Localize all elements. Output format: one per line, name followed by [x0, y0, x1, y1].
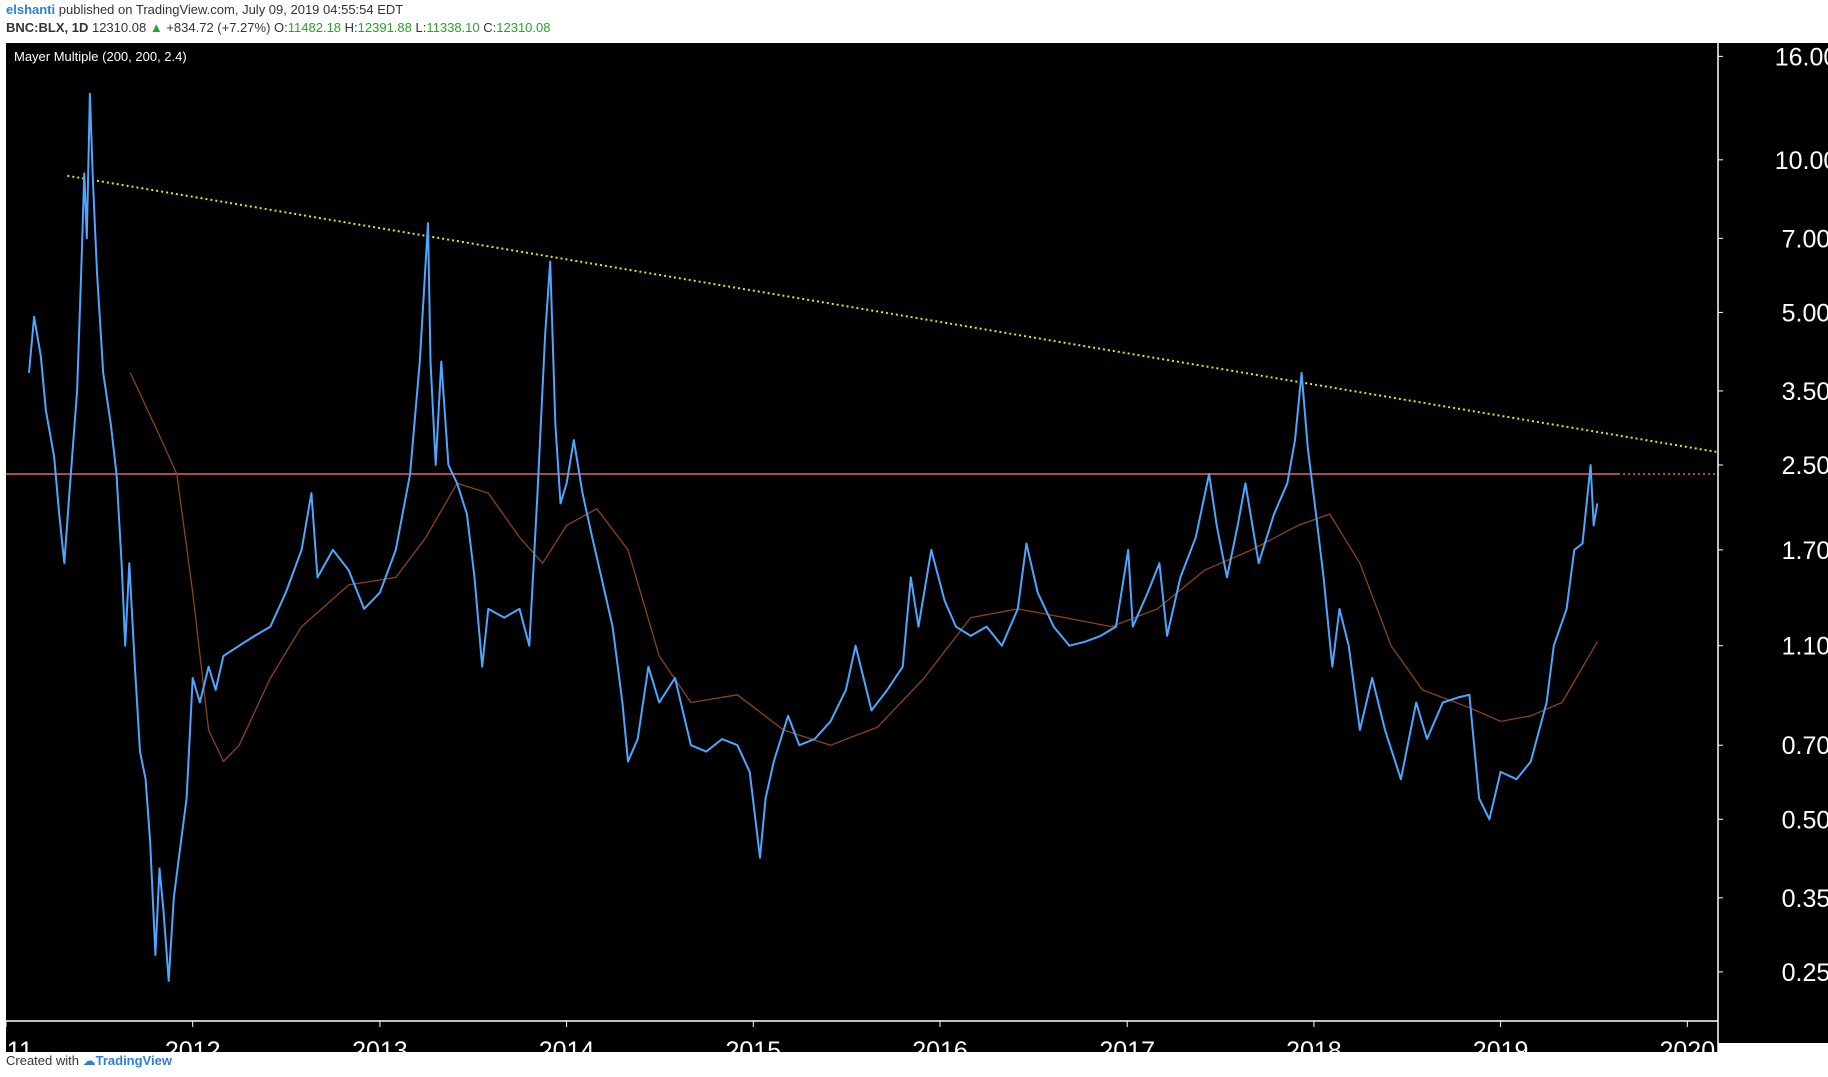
- created-with: Created with: [6, 1053, 79, 1068]
- plot-area[interactable]: [6, 43, 1718, 1021]
- footer: Created with ☁TradingView: [6, 1053, 172, 1069]
- mayer-multiple-chart[interactable]: Mayer Multiple (200, 200, 2.4) 16.00 10.0…: [0, 40, 1828, 1052]
- x-axis-ticks: 2011 2012 2013 2014 2015 2016 2017 2018 2019 2020: [0, 1021, 1715, 1052]
- close-label: C:: [483, 20, 497, 35]
- y-tick-label: 1.10: [1782, 633, 1828, 661]
- y-tick-label: 7.00: [1782, 225, 1828, 253]
- last-price: 12310.08: [91, 20, 147, 35]
- indicator-label[interactable]: Mayer Multiple (200, 200, 2.4): [14, 49, 187, 64]
- high-label: H:: [344, 20, 358, 35]
- author-name[interactable]: elshanti: [6, 2, 56, 17]
- y-tick-label: 0.25: [1782, 959, 1828, 987]
- mayer-multiple-layer: [28, 92, 1599, 982]
- x-tick-label: 2012: [165, 1037, 221, 1052]
- x-tick-label: 2019: [1473, 1037, 1529, 1052]
- close-value: 12310.08: [496, 20, 551, 35]
- time-axis[interactable]: [6, 1021, 1718, 1052]
- series-line-mayer-multiple: [28, 92, 1599, 982]
- y-tick-label: 10.00: [1775, 147, 1828, 175]
- up-arrow-icon: ▲: [149, 20, 163, 35]
- y-tick-label: 0.70: [1782, 732, 1828, 760]
- publish-header: elshanti published on TradingView.com, J…: [6, 2, 403, 17]
- y-tick-label: 5.00: [1782, 299, 1828, 327]
- x-tick-label: 2016: [912, 1037, 968, 1052]
- y-axis-ticks: 16.00 10.00 7.00 5.00 3.50 2.50 1.70 1.10 0.70 0.…: [1718, 43, 1828, 987]
- publish-info: published on TradingView.com, July 09, 2…: [58, 2, 404, 17]
- price-change: +834.72 (+7.27%): [166, 20, 271, 35]
- x-tick-label: 2018: [1286, 1037, 1342, 1052]
- x-tick-label: 2017: [1099, 1037, 1155, 1052]
- low-label: L:: [415, 20, 427, 35]
- trendline-layer: [67, 174, 1719, 454]
- tradingview-logo-icon: ☁: [82, 1053, 96, 1068]
- x-tick-label: 2011: [0, 1037, 33, 1052]
- y-tick-label: 2.50: [1782, 452, 1828, 480]
- sma-layer: [129, 372, 1598, 763]
- x-tick-label: 2015: [725, 1037, 781, 1052]
- y-tick-label: 1.70: [1782, 537, 1828, 565]
- y-tick-label: 0.35: [1782, 885, 1828, 913]
- tradingview-brand[interactable]: TradingView: [95, 1053, 172, 1068]
- y-tick-label: 16.00: [1775, 43, 1828, 71]
- open-value: 11482.18: [287, 20, 342, 35]
- x-tick-label: 2013: [352, 1037, 408, 1052]
- open-label: O:: [274, 20, 288, 35]
- symbol-header: BNC:BLX, 1D 12310.08 ▲ +834.72 (+7.27%) …: [6, 20, 550, 35]
- y-tick-label: 3.50: [1782, 378, 1828, 406]
- price-axis[interactable]: [1718, 43, 1828, 1043]
- x-tick-label: 2020: [1659, 1037, 1715, 1052]
- y-tick-label: 0.50: [1782, 806, 1828, 834]
- trendline: [67, 174, 1719, 454]
- series-line-moving-average: [129, 372, 1598, 763]
- high-value: 12391.88: [357, 20, 412, 35]
- symbol-label: BNC:BLX, 1D: [6, 20, 89, 35]
- x-tick-label: 2014: [539, 1037, 595, 1052]
- low-value: 11338.10: [426, 20, 480, 35]
